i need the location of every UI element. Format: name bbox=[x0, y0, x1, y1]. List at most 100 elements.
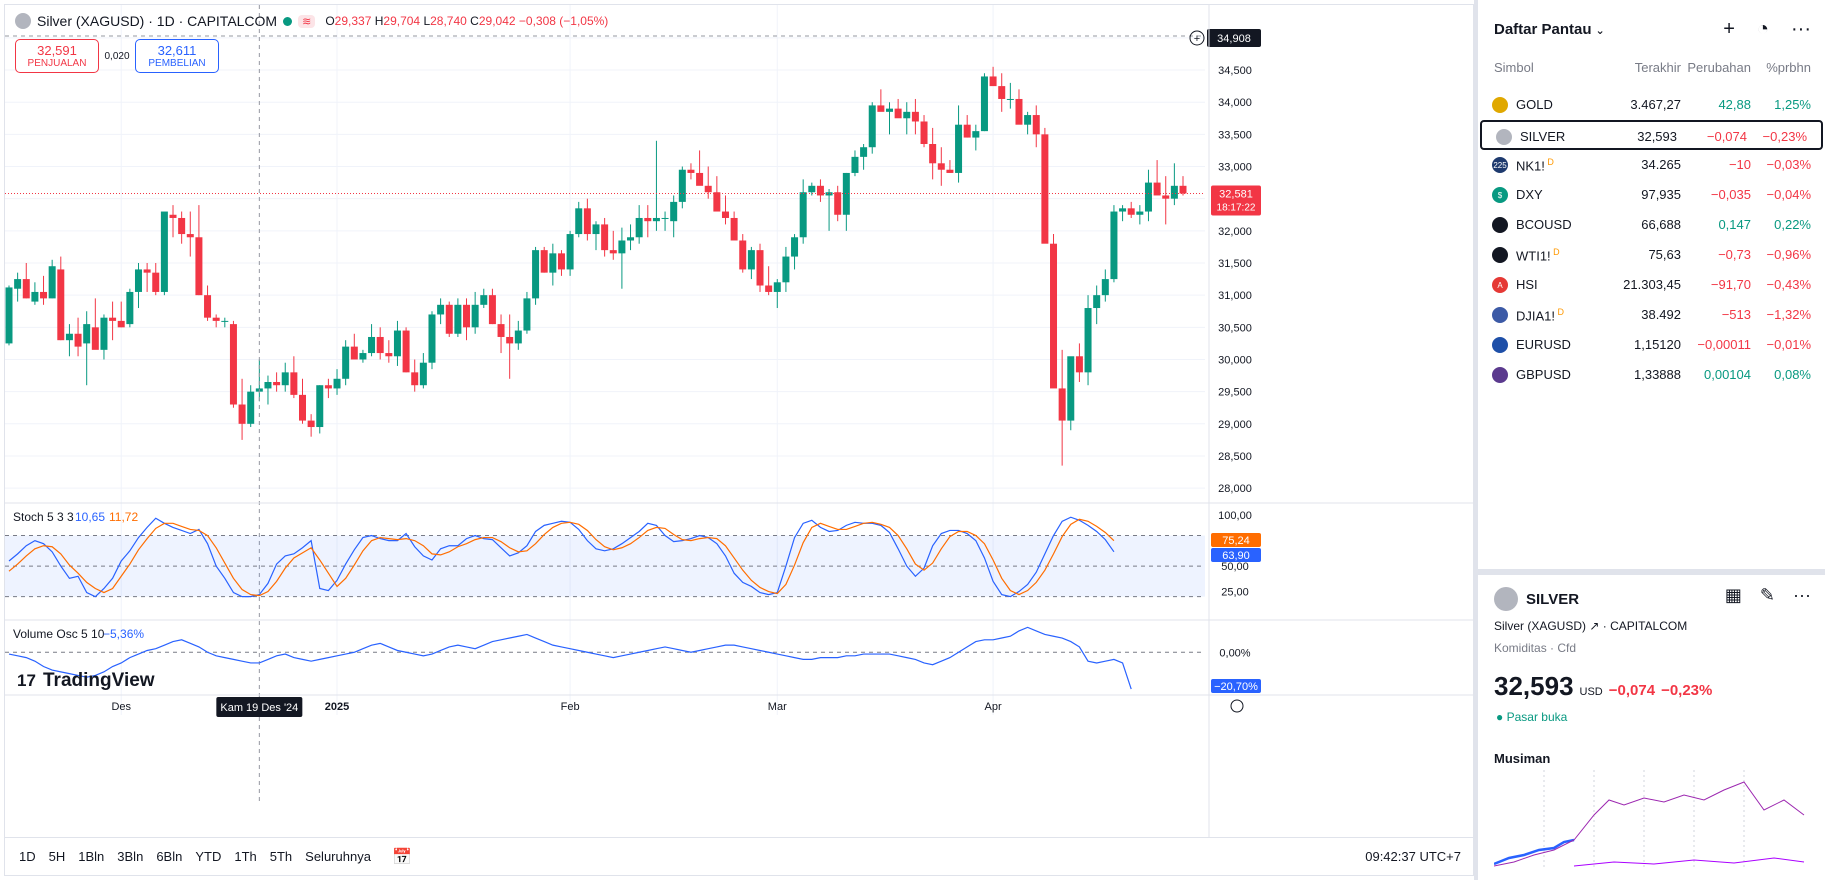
panel-separator[interactable] bbox=[1478, 569, 1825, 575]
candle bbox=[65, 324, 73, 357]
calendar-icon[interactable]: 📅 bbox=[391, 848, 412, 866]
watchlist-row[interactable]: GBPUSD 1,33888 0,00104 0,08% bbox=[1478, 360, 1825, 390]
candle bbox=[445, 301, 453, 337]
symbol-title[interactable]: Silver (XAGUSD) · 1D · CAPITALCOM bbox=[37, 13, 278, 29]
candle bbox=[1127, 201, 1135, 218]
range-5[interactable]: YTD bbox=[195, 849, 222, 864]
candle bbox=[834, 185, 842, 222]
candle bbox=[652, 140, 660, 231]
chart-legend: Silver (XAGUSD) · 1D · CAPITALCOM ≋ O29,… bbox=[15, 13, 608, 29]
range-6[interactable]: 1Th bbox=[234, 849, 257, 864]
more-icon[interactable]: ··· bbox=[1793, 585, 1811, 605]
candle bbox=[100, 314, 108, 360]
watchlist-title[interactable]: Daftar Pantau ⌄ bbox=[1494, 20, 1605, 38]
candle-body bbox=[523, 298, 531, 331]
candle-body bbox=[911, 111, 919, 122]
candle-body bbox=[316, 385, 324, 428]
watchlist-last: 1,33888 bbox=[1634, 367, 1681, 382]
range-1[interactable]: 5H bbox=[48, 849, 66, 864]
watchlist-last: 66,688 bbox=[1641, 217, 1681, 232]
watchlist-row[interactable]: EURUSD 1,15120 −0,00011 −0,01% bbox=[1478, 330, 1825, 360]
candle-body bbox=[696, 172, 704, 186]
buy-button[interactable]: 32,611 PEMBELIAN bbox=[135, 39, 219, 73]
candle bbox=[903, 102, 911, 135]
candle-body bbox=[1179, 185, 1187, 194]
watchlist-row[interactable]: A HSI 21.303,45 −91,70 −0,43% bbox=[1478, 270, 1825, 300]
more-icon[interactable]: ··· bbox=[1791, 18, 1811, 40]
candle bbox=[247, 385, 255, 428]
candle-body bbox=[877, 105, 885, 112]
col-pct[interactable]: %prbhn bbox=[1766, 60, 1811, 75]
candle-body bbox=[497, 324, 505, 337]
ohlc-values: O29,337 H29,704 L28,740 C29,042 −0,308 (… bbox=[325, 14, 609, 28]
candle-body bbox=[678, 169, 686, 202]
candle bbox=[454, 298, 462, 337]
candle bbox=[687, 163, 695, 180]
chart-pane[interactable]: 28,000 28,500 29,000 29,500 30,000 30,500 31,0… bbox=[4, 4, 1474, 876]
col-change[interactable]: Perubahan bbox=[1687, 60, 1751, 75]
candle-body bbox=[644, 217, 652, 222]
watchlist-row[interactable]: BCOUSD 66,688 0,147 0,22% bbox=[1478, 210, 1825, 240]
watchlist-row[interactable]: SILVER 32,593 −0,074 −0,23% bbox=[1480, 120, 1823, 150]
range-4[interactable]: 6Bln bbox=[156, 849, 183, 864]
watchlist-row[interactable]: $ DXY 97,935 −0,035 −0,04% bbox=[1478, 180, 1825, 210]
grid-icon[interactable]: ▦ bbox=[1724, 585, 1742, 605]
watchlist-last: 34.265 bbox=[1641, 157, 1681, 172]
watchlist-row[interactable]: 225 NK1! D 34.265 −10 −0,03% bbox=[1478, 150, 1825, 180]
candle bbox=[1084, 295, 1092, 386]
candle-body bbox=[324, 385, 332, 389]
y-tick-label: 30,000 bbox=[1218, 354, 1252, 366]
seasonal-line-older bbox=[1573, 857, 1805, 867]
candle-body bbox=[428, 314, 436, 363]
candle bbox=[333, 369, 341, 395]
watchlist-symbol: NK1! D bbox=[1516, 157, 1554, 174]
range-0[interactable]: 1D bbox=[19, 849, 36, 864]
external-link-icon[interactable]: ↗ bbox=[1589, 619, 1600, 633]
col-last[interactable]: Terakhir bbox=[1634, 60, 1681, 75]
range-3[interactable]: 3Bln bbox=[117, 849, 144, 864]
trade-buttons: 32,591 PENJUALAN 0,020 32,611 PEMBELIAN bbox=[15, 39, 219, 73]
candle bbox=[40, 275, 48, 305]
watchlist-row[interactable]: DJIA1! D 38.492 −513 −1,32% bbox=[1478, 300, 1825, 330]
pane-divider[interactable] bbox=[1474, 0, 1478, 880]
candle-body bbox=[83, 324, 91, 344]
chart-svg[interactable]: 28,000 28,500 29,000 29,500 30,000 30,500 31,0… bbox=[5, 5, 1474, 839]
watchlist-change: −0,00011 bbox=[1697, 337, 1751, 352]
pie-chart-icon[interactable]: ◔ bbox=[1756, 18, 1770, 40]
candle-body bbox=[808, 185, 816, 193]
add-symbol-icon[interactable]: + bbox=[1723, 18, 1735, 40]
sell-button[interactable]: 32,591 PENJUALAN bbox=[15, 39, 99, 73]
candle bbox=[428, 311, 436, 370]
candle-body bbox=[437, 304, 445, 315]
range-2[interactable]: 1Bln bbox=[78, 849, 105, 864]
tradingview-logo-label: TradingView bbox=[43, 670, 155, 691]
range-buttons: 1D 5H 1Bln 3Bln 6Bln YTD 1Th 5Th Seluruhnya bbox=[19, 849, 384, 864]
stoch-d-value-label: 11,72 bbox=[109, 510, 138, 524]
candle-body bbox=[1006, 98, 1014, 100]
candle-body bbox=[1084, 308, 1092, 373]
candle bbox=[1058, 349, 1066, 466]
candle-body bbox=[1119, 208, 1127, 212]
clock[interactable]: 09:42:37 UTC+7 bbox=[1365, 849, 1461, 864]
watchlist-row[interactable]: WTI1! D 75,63 −0,73 −0,96% bbox=[1478, 240, 1825, 270]
candle-body bbox=[1101, 279, 1109, 296]
col-symbol[interactable]: Simbol bbox=[1494, 60, 1534, 75]
seasonal-chart[interactable] bbox=[1494, 770, 1814, 870]
edit-icon[interactable]: ✎ bbox=[1759, 585, 1776, 605]
details-symbol[interactable]: SILVER bbox=[1526, 590, 1580, 608]
range-8[interactable]: Seluruhnya bbox=[305, 849, 371, 864]
candle bbox=[868, 102, 876, 154]
candle-body bbox=[126, 291, 134, 325]
seasonal-title[interactable]: Musiman bbox=[1494, 751, 1551, 766]
seasonal-line-prev bbox=[1494, 781, 1805, 867]
candle-body bbox=[229, 324, 237, 405]
candle-body bbox=[1170, 185, 1178, 199]
candle-body bbox=[1110, 211, 1118, 280]
candle bbox=[57, 256, 65, 341]
candle-body bbox=[359, 353, 367, 360]
range-7[interactable]: 5Th bbox=[269, 849, 293, 864]
watchlist-symbol: EURUSD bbox=[1516, 337, 1571, 352]
candle-body bbox=[592, 224, 600, 235]
watchlist-row[interactable]: GOLD 3.467,27 42,88 1,25% bbox=[1478, 90, 1825, 120]
candle bbox=[48, 259, 56, 299]
